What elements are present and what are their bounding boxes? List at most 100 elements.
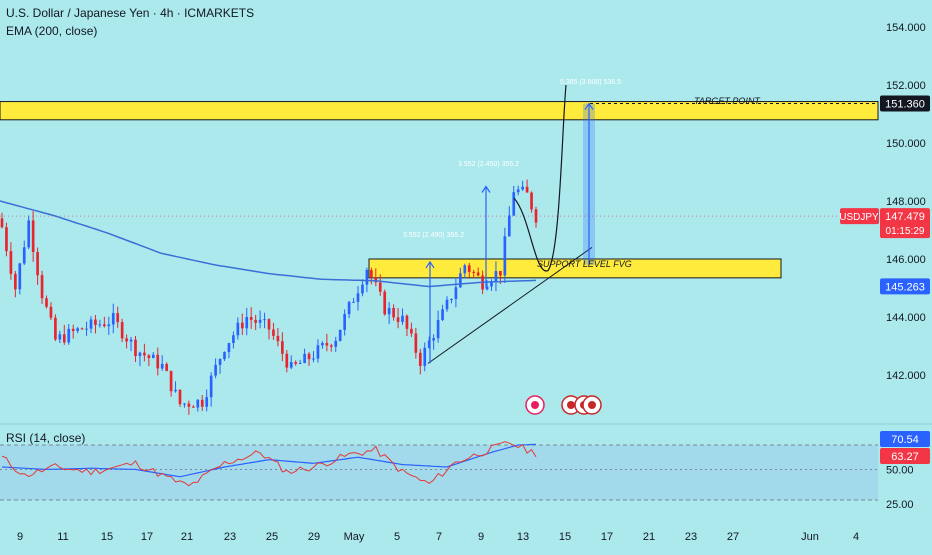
candle-down — [534, 209, 538, 223]
candle-down — [5, 227, 8, 252]
candle-down — [165, 363, 168, 371]
candle-down — [80, 328, 84, 330]
candle-down — [45, 298, 48, 307]
support-level-label: SUPPORT LEVEL FVG — [537, 259, 632, 269]
candle-up — [218, 359, 222, 365]
candle-up — [432, 338, 435, 341]
candle-up — [347, 301, 351, 315]
ema-200-line — [0, 200, 537, 288]
candle-up — [160, 363, 164, 369]
candle-down — [249, 317, 253, 320]
grid — [0, 215, 932, 425]
rsi-tick-50: 50.00 — [886, 464, 914, 476]
candle-down — [71, 328, 75, 331]
candle-down — [472, 271, 476, 273]
candle-down — [476, 272, 480, 276]
candle-up — [183, 403, 186, 405]
time-tick-label: 23 — [224, 531, 236, 543]
price-tick-label: 148.000 — [886, 196, 926, 208]
candle-up — [343, 314, 346, 330]
time-tick-label: 23 — [685, 531, 697, 543]
candle-up — [107, 324, 111, 327]
candle-down — [405, 315, 409, 329]
candle-up — [365, 269, 369, 285]
candle-down — [120, 322, 124, 339]
candle-down — [254, 319, 257, 323]
event-icon-dot — [567, 401, 575, 409]
measure-3-label: 5.365 (3.608) 536.5 — [560, 79, 621, 86]
candle-up — [450, 298, 453, 300]
time-tick-label: Jun — [801, 531, 819, 543]
time-tick-label: 9 — [17, 531, 23, 543]
candle-up — [303, 353, 306, 363]
candle-up — [321, 342, 324, 346]
candle-down — [9, 251, 13, 274]
time-tick-label: 29 — [308, 531, 320, 543]
time-tick-label: 21 — [643, 531, 655, 543]
candle-up — [111, 313, 115, 325]
candle-up — [463, 265, 467, 274]
candle-down — [370, 269, 373, 278]
time-tick-label: 7 — [436, 531, 442, 543]
candle-up — [521, 186, 524, 190]
price-tick-label: 154.000 — [886, 22, 926, 34]
candle-down — [187, 403, 191, 407]
drawings: TARGET POINT SUPPORT LEVEL FVG 3.552 (2.49… — [0, 79, 878, 415]
candle-up — [223, 352, 226, 360]
event-icon-dot — [531, 401, 539, 409]
candle-down — [383, 291, 387, 315]
rsi-label[interactable]: RSI (14, close) — [6, 431, 86, 445]
ema-indicator-label[interactable]: EMA (200, close) — [6, 24, 98, 38]
candle-down — [94, 319, 97, 325]
ema-price-badge-text: 145.263 — [885, 281, 925, 293]
candle-up — [445, 299, 449, 310]
candle-down — [116, 313, 120, 323]
candle-down — [329, 345, 333, 347]
candle-down — [272, 329, 275, 336]
candle-up — [232, 335, 235, 344]
candle-up — [22, 247, 26, 264]
candle-down — [410, 328, 413, 334]
candle-down — [169, 370, 173, 392]
candle-down — [276, 335, 280, 342]
candle-up — [245, 317, 249, 329]
symbol-badge-text: USDJPY — [839, 212, 879, 223]
candle-down — [392, 307, 395, 318]
candle-up — [27, 220, 31, 248]
candle-up — [387, 307, 391, 315]
candle-down — [530, 192, 533, 210]
candle-down — [267, 319, 271, 330]
candle-up — [289, 362, 293, 368]
candle-down — [307, 353, 311, 360]
candle-up — [76, 328, 79, 331]
last-price-text: 147.479 — [885, 211, 925, 223]
time-tick-label: 25 — [266, 531, 278, 543]
candle-down — [0, 218, 4, 228]
candle-up — [263, 319, 266, 321]
time-tick-label: 17 — [601, 531, 613, 543]
time-tick-label: 21 — [181, 531, 193, 543]
candle-up — [236, 322, 240, 336]
candle-down — [294, 362, 298, 364]
time-tick-label: 15 — [559, 531, 571, 543]
candle-down — [285, 353, 289, 368]
candle-up — [18, 263, 22, 290]
candle-down — [147, 355, 151, 359]
candle-up — [138, 352, 142, 357]
rsi-pane — [0, 441, 878, 501]
candle-down — [54, 317, 57, 340]
rsi-tick-25: 25.00 — [886, 499, 914, 511]
measure-arrow-2-head — [481, 185, 491, 193]
price-tick-label: 152.000 — [886, 80, 926, 92]
time-tick-label: 11 — [57, 531, 68, 543]
candle-down — [178, 389, 182, 405]
candle-up — [338, 329, 342, 341]
candle-up — [312, 358, 315, 360]
candle-up — [316, 345, 320, 359]
candle-down — [325, 342, 329, 346]
candle-down — [200, 399, 204, 407]
symbol-title: U.S. Dollar / Japanese Yen · 4h · ICMARK… — [6, 6, 255, 20]
rsi-value-badge-text: 63.27 — [891, 451, 919, 463]
